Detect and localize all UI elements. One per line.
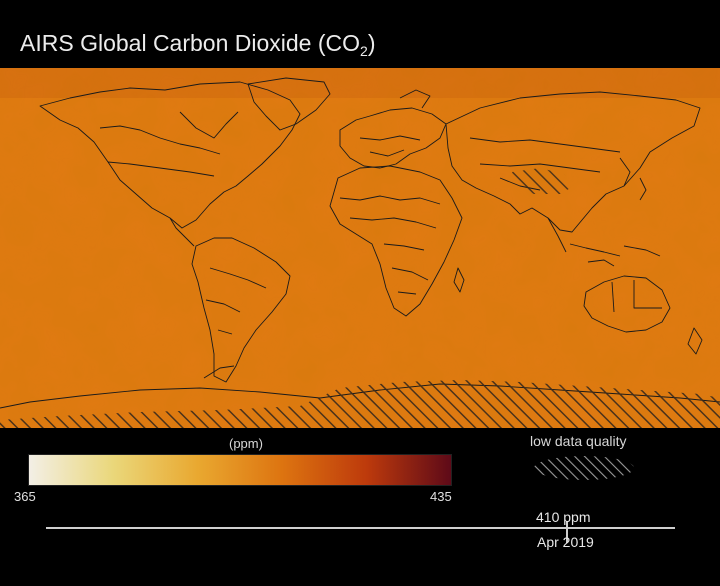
colorbar-min-label: 365 bbox=[14, 489, 36, 504]
map-title: AIRS Global Carbon Dioxide (CO2) bbox=[20, 30, 376, 59]
title-text: AIRS Global Carbon Dioxide bbox=[20, 30, 312, 56]
timeline-track[interactable] bbox=[46, 527, 675, 529]
title-formula: (CO2) bbox=[317, 30, 376, 59]
timeline-marker[interactable] bbox=[566, 521, 568, 543]
timeline-value-label: 410 ppm bbox=[536, 509, 591, 525]
colorbar-max-label: 435 bbox=[430, 489, 452, 504]
world-co2-map bbox=[0, 68, 720, 428]
low-quality-label: low data quality bbox=[530, 433, 627, 449]
country-borders bbox=[0, 77, 720, 409]
colorbar-unit: (ppm) bbox=[229, 436, 263, 451]
timeline-date-label: Apr 2019 bbox=[537, 534, 594, 550]
colorbar bbox=[28, 454, 452, 486]
low-quality-hatch-regions bbox=[0, 168, 720, 428]
low-quality-swatch-icon bbox=[532, 454, 636, 487]
